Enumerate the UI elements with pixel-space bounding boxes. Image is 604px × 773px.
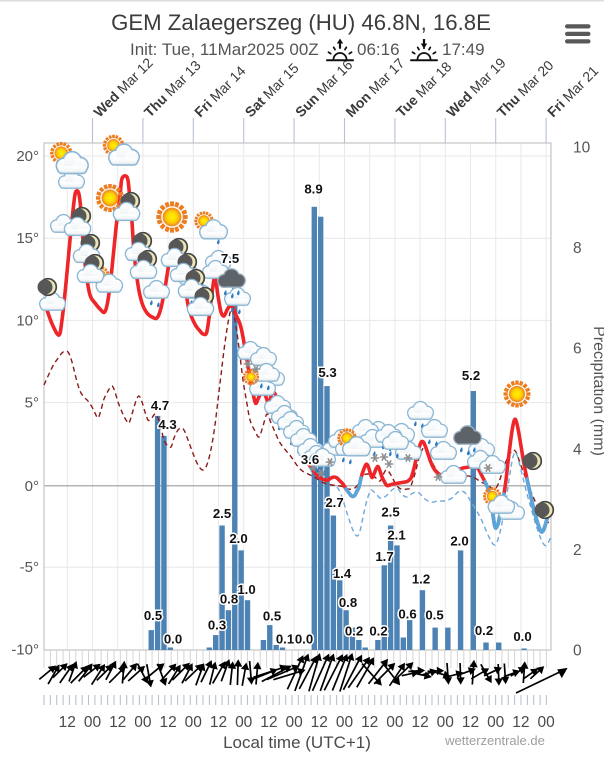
svg-text:2.5: 2.5 [213, 506, 231, 521]
svg-text:wetterzentrale.de: wetterzentrale.de [444, 733, 545, 748]
svg-text:1.4: 1.4 [333, 566, 352, 581]
svg-text:0.1: 0.1 [276, 632, 294, 647]
svg-text:0.0: 0.0 [164, 632, 182, 647]
svg-text:0: 0 [573, 643, 582, 660]
svg-text:2.0: 2.0 [229, 531, 247, 546]
svg-text:Precipitation (mm): Precipitation (mm) [590, 326, 604, 456]
svg-text:00: 00 [336, 714, 354, 731]
svg-text:17:49: 17:49 [442, 40, 485, 59]
svg-text:2.5: 2.5 [381, 505, 399, 520]
svg-text:0.2: 0.2 [345, 624, 363, 639]
svg-text:2.1: 2.1 [387, 528, 405, 543]
svg-text:12: 12 [361, 714, 378, 731]
svg-text:12: 12 [462, 714, 479, 731]
svg-text:6: 6 [573, 341, 582, 358]
svg-text:12: 12 [311, 714, 328, 731]
svg-text:-5°: -5° [20, 559, 39, 576]
svg-text:1.2: 1.2 [412, 572, 430, 587]
svg-text:12: 12 [260, 714, 277, 731]
svg-text:5.2: 5.2 [462, 368, 480, 383]
svg-text:0°: 0° [25, 478, 39, 495]
svg-text:8: 8 [573, 240, 582, 257]
svg-text:10: 10 [573, 140, 591, 157]
svg-text:2.0: 2.0 [450, 534, 468, 549]
svg-text:00: 00 [487, 714, 505, 731]
svg-text:00: 00 [537, 714, 555, 731]
svg-text:12: 12 [210, 714, 227, 731]
svg-text:0.6: 0.6 [398, 607, 416, 622]
svg-text:2.7: 2.7 [325, 495, 343, 510]
svg-text:12: 12 [59, 714, 76, 731]
svg-text:12: 12 [159, 714, 176, 731]
svg-text:-10°: -10° [11, 641, 39, 658]
svg-text:12: 12 [411, 714, 428, 731]
svg-text:5.3: 5.3 [318, 365, 336, 380]
svg-text:15°: 15° [16, 230, 39, 247]
svg-text:0.5: 0.5 [425, 608, 443, 623]
svg-text:0.5: 0.5 [263, 609, 281, 624]
svg-text:00: 00 [386, 714, 404, 731]
svg-text:00: 00 [84, 714, 102, 731]
svg-text:0.0: 0.0 [295, 632, 313, 647]
svg-text:0.2: 0.2 [475, 623, 493, 638]
svg-text:7.5: 7.5 [221, 251, 239, 266]
svg-text:0.8: 0.8 [339, 595, 357, 610]
svg-text:4.7: 4.7 [151, 398, 169, 413]
svg-text:20°: 20° [16, 148, 39, 165]
svg-text:Init: Tue, 11Mar2025 00Z: Init: Tue, 11Mar2025 00Z [130, 40, 319, 59]
svg-text:10°: 10° [16, 312, 39, 329]
svg-text:0.5: 0.5 [144, 608, 162, 623]
svg-text:12: 12 [512, 714, 529, 731]
svg-text:00: 00 [235, 714, 253, 731]
svg-text:0.0: 0.0 [513, 629, 531, 644]
svg-text:1.0: 1.0 [237, 582, 255, 597]
svg-text:1.7: 1.7 [375, 549, 393, 564]
svg-text:4: 4 [573, 441, 582, 458]
svg-text:0.3: 0.3 [208, 618, 226, 633]
svg-text:0.2: 0.2 [369, 624, 387, 639]
svg-text:00: 00 [437, 714, 455, 731]
svg-text:GEM Zalaegerszeg (HU) 46.8N, 1: GEM Zalaegerszeg (HU) 46.8N, 16.8E [111, 10, 491, 35]
svg-text:00: 00 [285, 714, 303, 731]
svg-text:00: 00 [185, 714, 203, 731]
svg-text:8.9: 8.9 [304, 182, 322, 197]
svg-text:5°: 5° [25, 395, 39, 412]
svg-text:00: 00 [134, 714, 152, 731]
svg-text:Local time (UTC+1): Local time (UTC+1) [223, 733, 371, 752]
svg-text:3.6: 3.6 [301, 452, 319, 467]
svg-text:06:16: 06:16 [357, 40, 400, 59]
svg-text:4.3: 4.3 [158, 417, 176, 432]
svg-text:2: 2 [573, 542, 582, 559]
svg-text:12: 12 [109, 714, 126, 731]
svg-text:0.8: 0.8 [220, 592, 238, 607]
